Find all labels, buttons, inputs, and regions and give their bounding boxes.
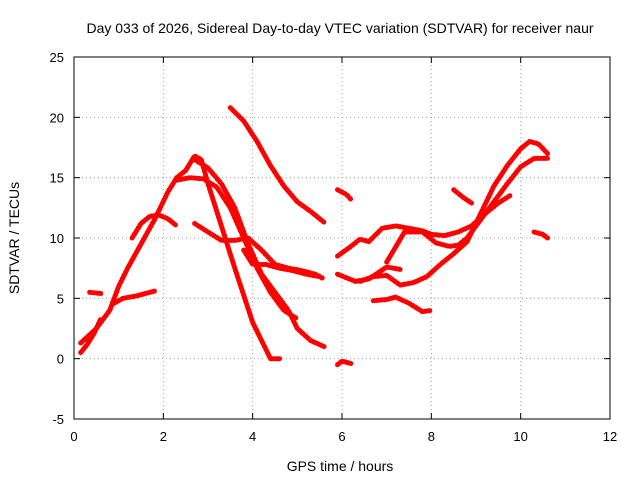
x-tick-label: 8 [428,429,435,444]
series-arc-9 [227,105,327,225]
y-axis-label: SDTVAR / TECUs [6,182,22,294]
series-arc-18 [451,187,474,206]
series-arc-2 [87,289,104,296]
x-tick-label: 4 [249,429,256,444]
series-arc-8 [192,157,327,350]
y-tick-label: -5 [52,412,64,427]
y-tick-label: 5 [57,291,64,306]
chart-title: Day 033 of 2026, Sidereal Day-to-day VTE… [86,20,593,36]
x-tick-label: 12 [603,429,617,444]
x-tick-label: 2 [160,429,167,444]
series-arc-5 [129,212,180,241]
y-tick-label: 15 [50,171,64,186]
series-arc-16 [370,294,434,315]
series-arc-6 [174,175,300,322]
series-layer [78,105,550,368]
series-arc-15 [357,139,550,288]
x-axis-label: GPS time / hours [287,458,394,474]
axis-ticks: 0 2 4 6 8 10 12 -5 0 5 10 15 20 25 [50,50,618,444]
x-tick-label: 10 [513,429,527,444]
y-tick-label: 25 [50,50,64,65]
series-arc-19 [531,229,550,241]
series-arc-4 [109,288,157,307]
series-arc-17 [384,155,550,265]
x-tick-label: 6 [338,429,345,444]
x-tick-label: 0 [70,429,77,444]
series-arc-10 [241,247,323,280]
y-tick-label: 20 [50,110,64,125]
y-tick-label: 10 [50,231,64,246]
grid-lines [74,57,610,419]
series-arc-12 [335,187,354,202]
series-arc-11 [335,358,354,368]
y-tick-label: 0 [57,352,64,367]
